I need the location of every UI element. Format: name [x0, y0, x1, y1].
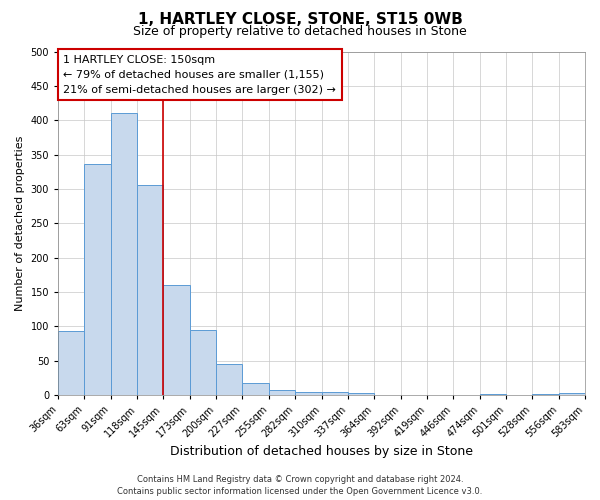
Text: 1 HARTLEY CLOSE: 150sqm
← 79% of detached houses are smaller (1,155)
21% of semi: 1 HARTLEY CLOSE: 150sqm ← 79% of detache…	[64, 55, 337, 94]
Bar	[559, 393, 585, 395]
Bar	[348, 393, 374, 395]
Bar	[480, 394, 506, 395]
Text: Contains HM Land Registry data © Crown copyright and database right 2024.
Contai: Contains HM Land Registry data © Crown c…	[118, 474, 482, 496]
Text: 1, HARTLEY CLOSE, STONE, ST15 0WB: 1, HARTLEY CLOSE, STONE, ST15 0WB	[137, 12, 463, 28]
Bar	[58, 331, 84, 395]
Bar	[216, 364, 242, 395]
Bar	[111, 114, 137, 395]
Bar	[137, 186, 163, 395]
X-axis label: Distribution of detached houses by size in Stone: Distribution of detached houses by size …	[170, 444, 473, 458]
Y-axis label: Number of detached properties: Number of detached properties	[15, 136, 25, 311]
Bar	[322, 392, 348, 395]
Bar	[242, 382, 269, 395]
Bar	[295, 392, 322, 395]
Bar	[190, 330, 216, 395]
Bar	[163, 285, 190, 395]
Bar	[532, 394, 559, 395]
Text: Size of property relative to detached houses in Stone: Size of property relative to detached ho…	[133, 25, 467, 38]
Bar	[84, 164, 111, 395]
Bar	[269, 390, 295, 395]
